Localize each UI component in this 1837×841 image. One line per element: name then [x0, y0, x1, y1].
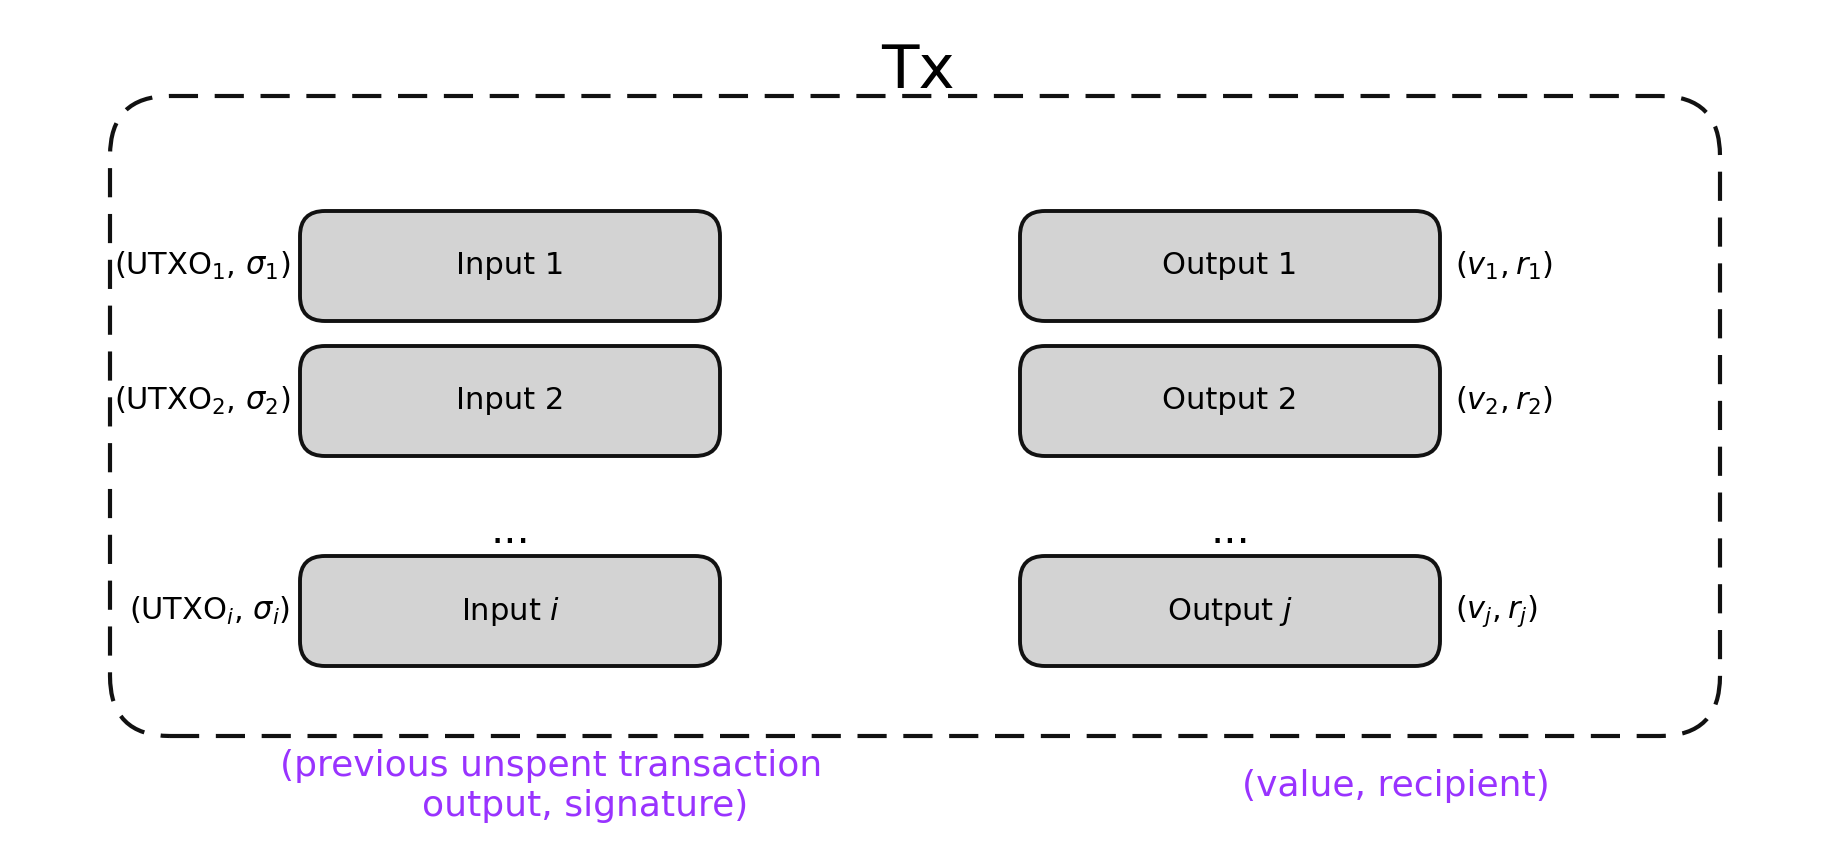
Text: ...: ... [1211, 510, 1249, 552]
Text: (UTXO$_i$, $\sigma_i$): (UTXO$_i$, $\sigma_i$) [129, 595, 290, 627]
FancyBboxPatch shape [110, 96, 1719, 736]
Text: Input $i$: Input $i$ [461, 595, 560, 627]
Text: $(v_2, r_2)$: $(v_2, r_2)$ [1455, 385, 1554, 417]
Text: (previous unspent transaction
      output, signature): (previous unspent transaction output, si… [279, 749, 823, 822]
Text: Input 2: Input 2 [456, 387, 564, 415]
Text: Tx: Tx [882, 41, 955, 101]
FancyBboxPatch shape [299, 346, 720, 456]
Text: Output 1: Output 1 [1163, 251, 1297, 281]
Text: Output $j$: Output $j$ [1166, 595, 1293, 627]
Text: $(v_j, r_j)$: $(v_j, r_j)$ [1455, 593, 1538, 629]
Text: ...: ... [490, 510, 529, 552]
Text: (UTXO$_2$, $\sigma_2$): (UTXO$_2$, $\sigma_2$) [114, 385, 290, 417]
FancyBboxPatch shape [1020, 556, 1440, 666]
FancyBboxPatch shape [1020, 211, 1440, 321]
FancyBboxPatch shape [1020, 346, 1440, 456]
Text: Output 2: Output 2 [1163, 387, 1297, 415]
FancyBboxPatch shape [299, 556, 720, 666]
Text: (value, recipient): (value, recipient) [1242, 769, 1550, 803]
Text: Input 1: Input 1 [456, 251, 564, 281]
Text: (UTXO$_1$, $\sigma_1$): (UTXO$_1$, $\sigma_1$) [114, 250, 290, 282]
FancyBboxPatch shape [299, 211, 720, 321]
Text: $(v_1, r_1)$: $(v_1, r_1)$ [1455, 250, 1554, 282]
